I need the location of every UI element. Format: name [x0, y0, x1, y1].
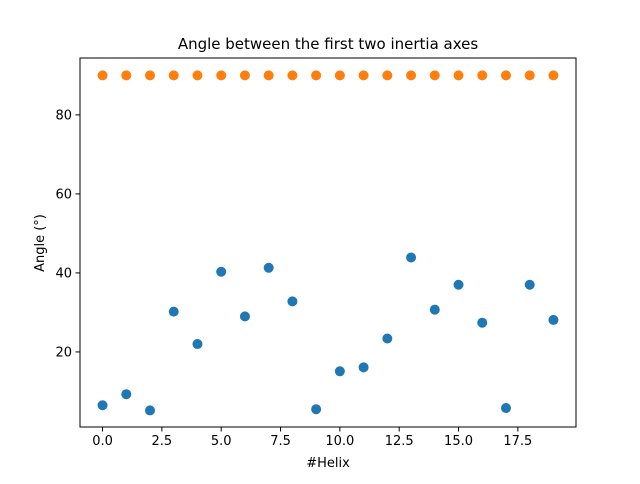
x-tick-label: 15.0: [444, 434, 473, 449]
data-point-series-2: [287, 70, 298, 81]
x-tick-label: 2.5: [152, 434, 173, 449]
y-tick-label: 20: [55, 345, 72, 360]
data-point-series-2: [548, 70, 559, 81]
x-tick-label: 17.5: [503, 434, 532, 449]
data-point-series-1: [145, 405, 156, 416]
data-point-series-1: [382, 333, 393, 344]
plot-area: 0.0 2.5 5.0 7.5 10.0 12.5 15.0 17.5 20 40 60 80: [55, 57, 577, 449]
data-point-series-1: [121, 389, 132, 400]
data-point-series-1: [406, 252, 417, 263]
x-tick-label: 0.0: [92, 434, 113, 449]
data-point-series-1: [358, 362, 369, 373]
data-point-series-2: [145, 70, 156, 81]
data-point-series-1: [524, 279, 535, 290]
data-point-series-1: [192, 339, 203, 350]
y-tick-label: 40: [55, 266, 72, 281]
chart-title: Angle between the first two inertia axes: [178, 35, 479, 53]
data-point-series-1: [429, 304, 440, 315]
y-axis-label: Angle (°): [33, 214, 48, 272]
data-point-series-1: [239, 311, 250, 322]
x-axis-label: #Helix: [306, 456, 350, 471]
x-tick-label: 5.0: [211, 434, 232, 449]
data-point-series-1: [453, 279, 464, 290]
x-tick-label: 10.0: [325, 434, 354, 449]
data-point-series-2: [500, 70, 511, 81]
data-point-series-1: [500, 403, 511, 414]
y-tick-label: 60: [55, 187, 72, 202]
data-point-series-2: [239, 70, 250, 81]
data-point-series-2: [192, 70, 203, 81]
data-point-series-1: [477, 317, 488, 328]
data-point-series-2: [97, 70, 108, 81]
plot-frame: [79, 57, 577, 428]
data-point-series-2: [429, 70, 440, 81]
x-tick-label: 12.5: [385, 434, 414, 449]
data-point-series-2: [406, 70, 417, 81]
data-point-series-1: [287, 296, 298, 307]
data-point-series-1: [168, 306, 179, 317]
data-point-series-2: [382, 70, 393, 81]
data-point-series-1: [216, 266, 227, 277]
data-point-series-1: [263, 262, 274, 273]
data-point-series-2: [477, 70, 488, 81]
data-point-series-2: [453, 70, 464, 81]
x-tick-label: 7.5: [270, 434, 291, 449]
data-point-series-2: [524, 70, 535, 81]
data-point-series-1: [548, 314, 559, 325]
data-point-series-2: [121, 70, 132, 81]
data-point-series-1: [97, 400, 108, 411]
data-point-series-2: [334, 70, 345, 81]
data-point-series-2: [358, 70, 369, 81]
data-point-series-1: [334, 366, 345, 377]
data-point-series-2: [263, 70, 274, 81]
data-point-series-2: [311, 70, 322, 81]
data-point-series-1: [311, 404, 322, 415]
data-point-series-2: [216, 70, 227, 81]
data-point-series-2: [168, 70, 179, 81]
y-tick-label: 80: [55, 108, 72, 123]
